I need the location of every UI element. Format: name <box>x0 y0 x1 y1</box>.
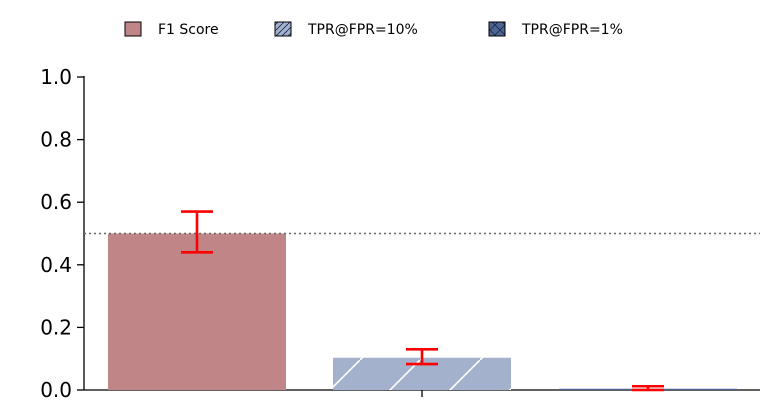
error-bar-3 <box>632 384 664 392</box>
y-tick-label: 0.6 <box>40 190 72 214</box>
y-tick-label: 0.4 <box>40 253 72 277</box>
legend-label: F1 Score <box>158 22 219 38</box>
legend-swatch-hatch <box>488 21 506 37</box>
y-tick-label: 0.2 <box>40 315 72 339</box>
error-bar-1 <box>181 210 213 254</box>
plot-area: 0.0 0.2 0.4 0.6 0.8 1.0 <box>40 65 760 402</box>
y-tick-label: 1.0 <box>40 65 72 89</box>
legend-item-3: TPR@FPR=1% <box>488 21 623 38</box>
legend-label: TPR@FPR=10% <box>307 22 418 38</box>
legend-item-1: F1 Score <box>124 21 219 38</box>
legend-swatch-hatch <box>274 21 292 37</box>
bar-1 <box>108 233 286 390</box>
legend-swatch <box>124 21 142 37</box>
y-tick-label: 0.0 <box>40 378 72 402</box>
y-tick-label: 0.8 <box>40 128 72 152</box>
legend-item-2: TPR@FPR=10% <box>274 21 418 38</box>
legend-label: TPR@FPR=1% <box>521 22 623 38</box>
legend: F1 Score TPR@FPR=10% TPR@FPR=1% <box>124 21 623 38</box>
error-bar-2 <box>406 348 438 366</box>
